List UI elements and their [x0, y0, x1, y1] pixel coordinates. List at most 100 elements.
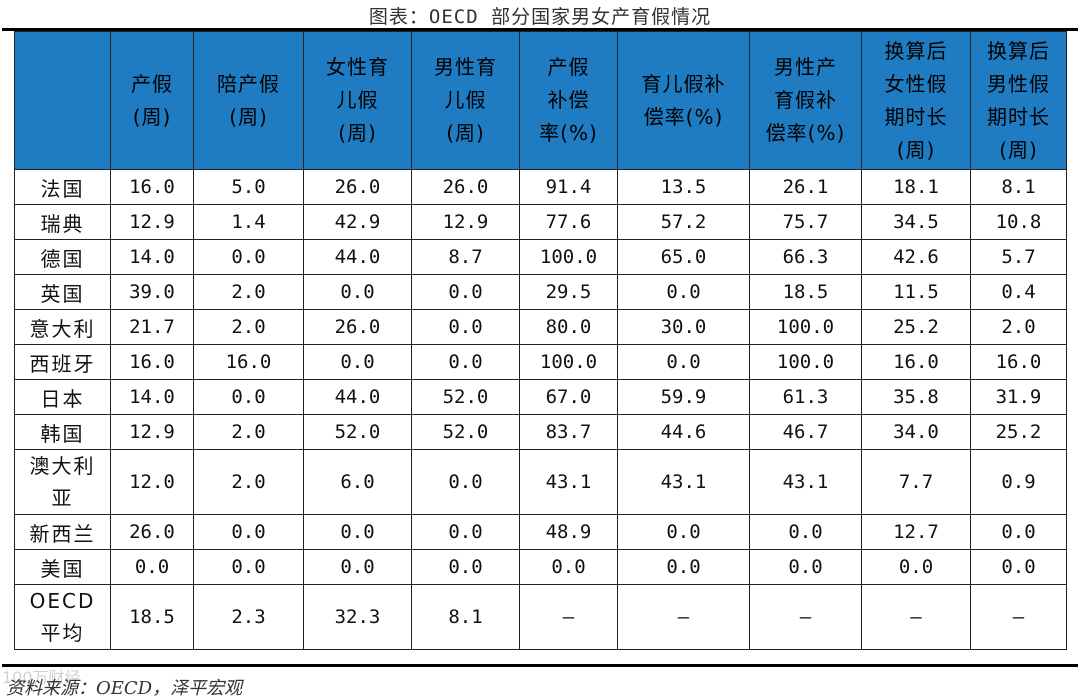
value-cell: 46.7 — [749, 414, 862, 450]
value-cell: 0.0 — [749, 514, 862, 550]
value-cell: – — [519, 584, 618, 650]
value-cell: 44.6 — [617, 414, 750, 450]
value-cell: 2.0 — [193, 414, 304, 450]
value-cell: 2.0 — [193, 449, 304, 515]
value-cell: 31.9 — [970, 379, 1067, 415]
value-cell: 100.0 — [519, 239, 618, 275]
value-cell: 25.2 — [970, 414, 1067, 450]
value-cell: 2.0 — [970, 309, 1067, 345]
value-cell: 100.0 — [749, 344, 862, 380]
country-cell: 法国 — [14, 169, 111, 205]
top-rule — [2, 28, 1078, 31]
value-cell: 8.1 — [970, 169, 1067, 205]
value-cell: 0.0 — [411, 449, 520, 515]
value-cell: 18.5 — [749, 274, 862, 310]
value-cell: 13.5 — [617, 169, 750, 205]
value-cell: 0.0 — [411, 309, 520, 345]
value-cell: 18.1 — [861, 169, 971, 205]
country-cell: 新西兰 — [14, 514, 111, 550]
column-header: 陪产假 (周) — [193, 31, 304, 170]
value-cell: 80.0 — [519, 309, 618, 345]
value-cell: 14.0 — [110, 239, 194, 275]
value-cell: 43.1 — [617, 449, 750, 515]
country-cell: 澳大利亚 — [14, 449, 111, 515]
value-cell: 34.5 — [861, 204, 971, 240]
value-cell: 44.0 — [303, 379, 412, 415]
column-header — [14, 31, 111, 170]
value-cell: 67.0 — [519, 379, 618, 415]
value-cell: 0.0 — [617, 344, 750, 380]
country-cell: 日本 — [14, 379, 111, 415]
value-cell: 100.0 — [749, 309, 862, 345]
value-cell: 12.9 — [411, 204, 520, 240]
country-cell: 西班牙 — [14, 344, 111, 380]
watermark: 100万财经 — [2, 668, 81, 687]
table-row: 日本 14.0 0.0 44.0 52.0 67.0 59.9 61.3 35.8 31.9 — [14, 379, 1067, 415]
value-cell: 16.0 — [970, 344, 1067, 380]
table-row: 韩国 12.9 2.0 52.0 52.0 83.7 44.6 46.7 34.0 25.2 — [14, 414, 1067, 450]
value-cell: 61.3 — [749, 379, 862, 415]
table-row: 澳大利亚 12.0 2.0 6.0 0.0 43.1 43.1 43.1 7.7 0.9 — [14, 449, 1067, 515]
value-cell: 0.0 — [411, 549, 520, 585]
leave-table: 产假 (周) 陪产假 (周) 女性育 儿假 (周) 男性育 儿假 (周) 产假 补偿 率(%) 育儿假补偿… — [14, 31, 1067, 650]
value-cell: 57.2 — [617, 204, 750, 240]
value-cell: 12.9 — [110, 414, 194, 450]
country-cell: 韩国 — [14, 414, 111, 450]
column-header: 换算后 男性假 期时长 (周) — [970, 31, 1067, 170]
table-row: 意大利 21.7 2.0 26.0 0.0 80.0 30.0 100.0 25.2 2.0 — [14, 309, 1067, 345]
value-cell: 0.0 — [519, 549, 618, 585]
value-cell: 0.0 — [193, 239, 304, 275]
value-cell: 52.0 — [303, 414, 412, 450]
value-cell: 29.5 — [519, 274, 618, 310]
value-cell: 0.4 — [970, 274, 1067, 310]
value-cell: 32.3 — [303, 584, 412, 650]
value-cell: 0.0 — [617, 274, 750, 310]
value-cell: 30.0 — [617, 309, 750, 345]
value-cell: 0.0 — [193, 514, 304, 550]
value-cell: 0.0 — [110, 549, 194, 585]
value-cell: 44.0 — [303, 239, 412, 275]
value-cell: 11.5 — [861, 274, 971, 310]
value-cell: 52.0 — [411, 414, 520, 450]
header-row: 产假 (周) 陪产假 (周) 女性育 儿假 (周) 男性育 儿假 (周) 产假 补偿 率(%) 育儿假补偿… — [14, 31, 1067, 170]
column-header: 产假 (周) — [110, 31, 194, 170]
value-cell: 77.6 — [519, 204, 618, 240]
bottom-rule — [2, 664, 1078, 667]
value-cell: 0.0 — [617, 549, 750, 585]
value-cell: 0.0 — [970, 549, 1067, 585]
value-cell: 8.1 — [411, 584, 520, 650]
column-header: 女性育 儿假 (周) — [303, 31, 412, 170]
value-cell: 39.0 — [110, 274, 194, 310]
value-cell: 100.0 — [519, 344, 618, 380]
value-cell: 83.7 — [519, 414, 618, 450]
value-cell: 5.0 — [193, 169, 304, 205]
value-cell: 48.9 — [519, 514, 618, 550]
value-cell: 14.0 — [110, 379, 194, 415]
value-cell: 26.0 — [411, 169, 520, 205]
table-row: 英国 39.0 2.0 0.0 0.0 29.5 0.0 18.5 11.5 0.4 — [14, 274, 1067, 310]
value-cell: 0.0 — [193, 379, 304, 415]
column-header: 男性育 儿假 (周) — [411, 31, 520, 170]
value-cell: 34.0 — [861, 414, 971, 450]
value-cell: 91.4 — [519, 169, 618, 205]
value-cell: 8.7 — [411, 239, 520, 275]
value-cell: 59.9 — [617, 379, 750, 415]
country-cell: 意大利 — [14, 309, 111, 345]
value-cell: 0.0 — [303, 274, 412, 310]
column-header: 产假 补偿 率(%) — [519, 31, 618, 170]
value-cell: 12.9 — [110, 204, 194, 240]
value-cell: 1.4 — [193, 204, 304, 240]
table-row: 法国 16.0 5.0 26.0 26.0 91.4 13.5 26.1 18.1 8.1 — [14, 169, 1067, 205]
value-cell: 0.0 — [193, 549, 304, 585]
value-cell: 35.8 — [861, 379, 971, 415]
value-cell: 65.0 — [617, 239, 750, 275]
table-row: 瑞典 12.9 1.4 42.9 12.9 77.6 57.2 75.7 34.5 10.8 — [14, 204, 1067, 240]
country-cell: 瑞典 — [14, 204, 111, 240]
value-cell: 18.5 — [110, 584, 194, 650]
value-cell: 2.0 — [193, 274, 304, 310]
value-cell: 0.0 — [303, 514, 412, 550]
value-cell: 10.8 — [970, 204, 1067, 240]
country-cell: 英国 — [14, 274, 111, 310]
table-title: 图表：OECD 部分国家男女产育假情况 — [368, 6, 712, 28]
value-cell: 75.7 — [749, 204, 862, 240]
